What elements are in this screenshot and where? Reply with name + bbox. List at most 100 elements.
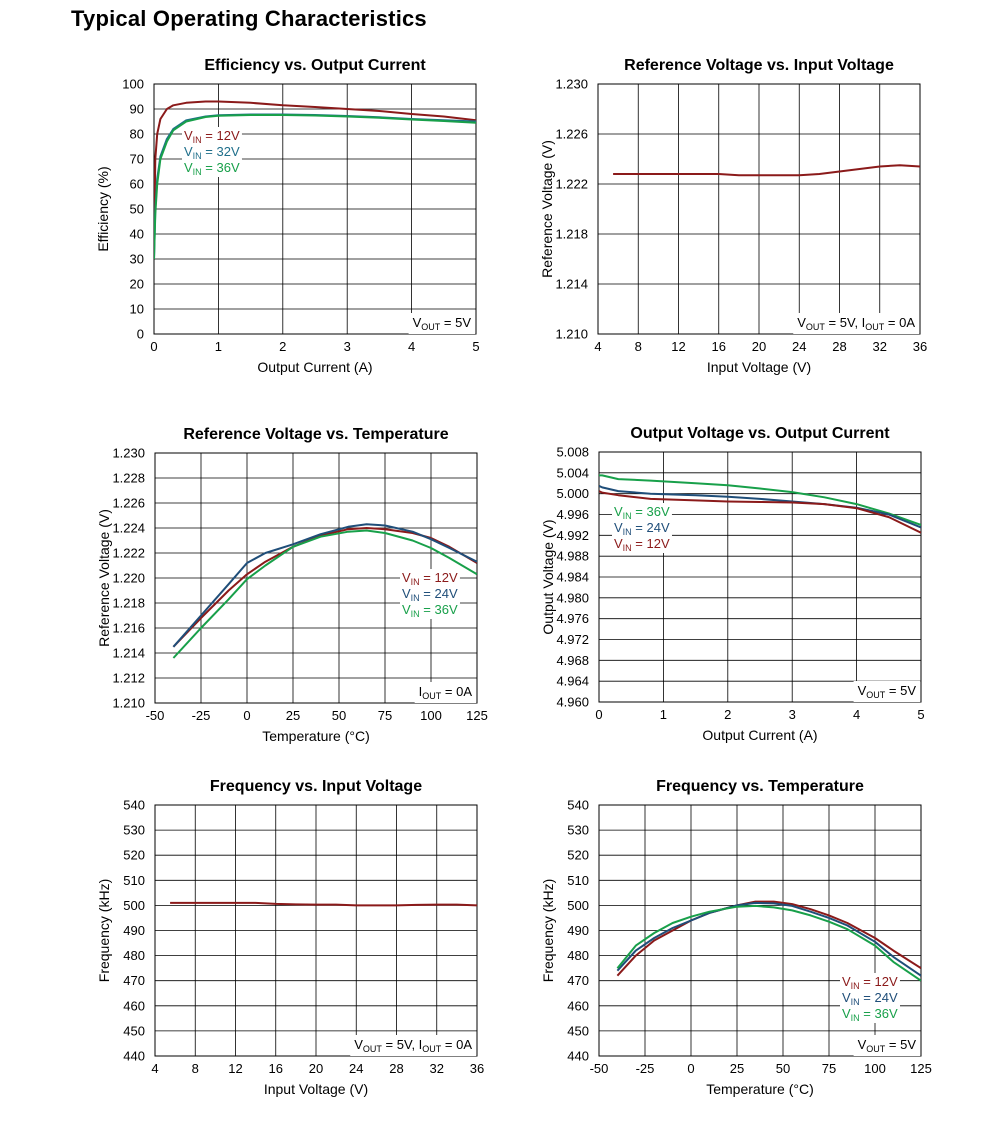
- x-tick-label: 5: [917, 707, 924, 722]
- condition-note-background: [408, 313, 476, 334]
- output-voltage-chart: Output Voltage vs. Output Current 0 1 2 3 4 5 4…: [520, 422, 960, 762]
- y-tick-label: 470: [567, 973, 589, 988]
- y-tick-label: 500: [567, 898, 589, 913]
- x-tick-label: 16: [269, 1061, 283, 1076]
- plot-frame: [597, 83, 921, 335]
- y-tick-label: 1.214: [112, 646, 145, 661]
- y-tick-label: 510: [123, 873, 145, 888]
- x-tick-label: 2: [724, 707, 731, 722]
- reference-voltage-vs-temperature-chart: Reference Voltage vs. Temperature -50 -25 0…: [60, 422, 500, 762]
- x-tick-label: 28: [832, 339, 846, 354]
- x-tick-label: 16: [712, 339, 726, 354]
- frequency-vs-temperature-chart: Frequency vs. Temperature -50 -25 0 25 50 75 10…: [520, 776, 960, 1116]
- x-tick-label: 4: [594, 339, 601, 354]
- y-axis-label: Frequency (kHz): [540, 879, 556, 982]
- x-tick-label: 0: [595, 707, 602, 722]
- output-voltage-chart-svg: Output Voltage vs. Output Current 0 1 2 3 4 5 4…: [540, 425, 925, 743]
- y-tick-label: 1.226: [112, 496, 145, 511]
- y-axis-label: Reference Voltage (V): [539, 140, 555, 278]
- y-tick-label: 490: [123, 923, 145, 938]
- x-axis-label: Output Current (A): [702, 727, 817, 743]
- y-tick-label: 4.976: [556, 611, 589, 626]
- series-line: [599, 490, 921, 534]
- y-tick-label: 40: [130, 227, 144, 242]
- x-tick-label: 25: [730, 1061, 744, 1076]
- series-line: [616, 904, 921, 982]
- x-axis-label: Temperature (°C): [262, 728, 370, 744]
- y-tick-label: 1.222: [112, 546, 145, 561]
- legend-background: [182, 159, 242, 177]
- x-tick-label: 100: [420, 708, 442, 723]
- y-tick-label: 530: [123, 823, 145, 838]
- y-axis-label: Output Voltage (V): [540, 519, 556, 634]
- frequency-vs-input-chart-svg: Frequency vs. Input Voltage 4 8 12 16 20 24 28 3…: [96, 778, 484, 1097]
- y-tick-label: 530: [567, 823, 589, 838]
- chart-title: Efficiency vs. Output Current: [204, 57, 426, 74]
- page-title: Typical Operating Characteristics: [71, 6, 427, 31]
- chart-title: Frequency vs. Temperature: [656, 778, 864, 795]
- y-tick-label: 1.220: [112, 571, 145, 586]
- y-tick-label: 1.212: [112, 671, 145, 686]
- x-tick-label: 0: [150, 339, 157, 354]
- y-tick-label: 520: [123, 848, 145, 863]
- y-tick-label: 4.992: [556, 528, 589, 543]
- x-tick-label: 3: [789, 707, 796, 722]
- series-line: [172, 523, 477, 648]
- y-tick-label: 1.224: [112, 521, 145, 536]
- frequency-vs-input-chart: Frequency vs. Input Voltage 4 8 12 16 20 24 28 3…: [60, 776, 500, 1116]
- plot-frame: [598, 451, 922, 703]
- y-tick-label: 20: [130, 277, 144, 292]
- y-tick-label: 450: [567, 1023, 589, 1038]
- series-line: [154, 114, 476, 260]
- y-tick-label: 1.228: [112, 471, 145, 486]
- condition-note: VOUT = 5V: [858, 683, 917, 700]
- x-tick-label: 1: [215, 339, 222, 354]
- legend-entry: VIN = 24V: [614, 520, 670, 537]
- condition-note-background: [853, 681, 921, 702]
- chart-title: Reference Voltage vs. Temperature: [183, 426, 448, 443]
- x-tick-label: 125: [466, 708, 488, 723]
- condition-note: VOUT = 5V: [413, 315, 472, 332]
- x-tick-label: 4: [853, 707, 860, 722]
- x-tick-label: 75: [822, 1061, 836, 1076]
- x-tick-label: 36: [470, 1061, 484, 1076]
- legend-entry: VIN = 24V: [842, 990, 898, 1007]
- reference-voltage-vs-input-chart: Reference Voltage vs. Input Voltage 4 8 12 1…: [520, 52, 960, 392]
- legend-background: [400, 601, 460, 619]
- y-tick-label: 460: [123, 998, 145, 1013]
- condition-note: IOUT = 0A: [419, 684, 473, 701]
- series-line: [154, 100, 476, 247]
- y-tick-label: 4.996: [556, 507, 589, 522]
- reference-voltage-vs-input-chart-svg: Reference Voltage vs. Input Voltage 4 8 12 1…: [539, 57, 927, 375]
- y-tick-label: 50: [130, 202, 144, 217]
- y-tick-label: 1.210: [112, 696, 145, 711]
- plot-frame: [598, 804, 922, 1057]
- y-tick-label: 4.980: [556, 590, 589, 605]
- x-tick-label: 0: [243, 708, 250, 723]
- series-line: [616, 901, 921, 977]
- y-axis-label: Reference Voltage (V): [96, 509, 112, 647]
- y-tick-label: 1.218: [112, 596, 145, 611]
- x-tick-label: 4: [408, 339, 415, 354]
- legend-background: [840, 973, 900, 991]
- legend-entry: VIN = 32V: [184, 144, 240, 161]
- legend-entry: VIN = 12V: [842, 974, 898, 991]
- y-tick-label: 490: [567, 923, 589, 938]
- x-tick-label: -50: [590, 1061, 609, 1076]
- y-tick-label: 460: [567, 998, 589, 1013]
- x-tick-label: 1: [660, 707, 667, 722]
- legend-entry: VIN = 36V: [184, 160, 240, 177]
- legend-entry: VIN = 12V: [614, 536, 670, 553]
- y-tick-label: 1.222: [555, 177, 588, 192]
- y-tick-label: 5.004: [556, 465, 589, 480]
- legend-background: [400, 569, 460, 587]
- legend-background: [182, 143, 242, 161]
- x-tick-label: 8: [192, 1061, 199, 1076]
- legend-entry: VIN = 36V: [842, 1006, 898, 1023]
- legend-background: [840, 1005, 900, 1023]
- y-tick-label: 540: [123, 798, 145, 813]
- frequency-vs-temperature-chart-svg: Frequency vs. Temperature -50 -25 0 25 50 75 10…: [540, 778, 932, 1097]
- y-tick-label: 90: [130, 102, 144, 117]
- y-tick-label: 1.210: [555, 327, 588, 342]
